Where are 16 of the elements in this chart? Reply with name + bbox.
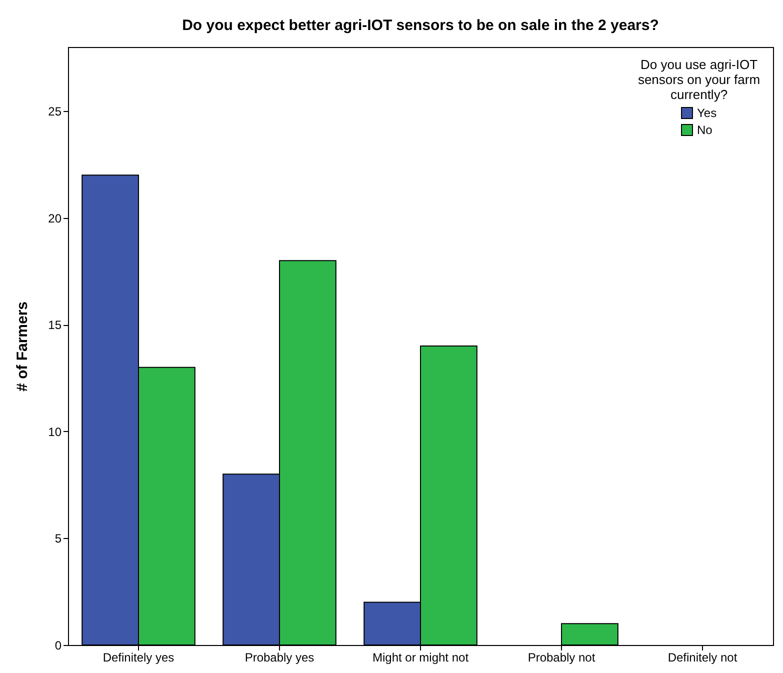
x-tick-label: Definitely yes <box>102 650 174 664</box>
y-tick-label: 20 <box>48 211 62 226</box>
x-tick-label: Definitely not <box>668 650 738 664</box>
x-tick-label: Probably yes <box>244 650 314 664</box>
x-tick-label: Might or might not <box>372 650 470 664</box>
x-tick-label: Probably not <box>528 650 596 664</box>
chart-title: Do you expect better agri-IOT sensors to be on sale in the 2 years? <box>182 17 659 34</box>
y-tick-label: 0 <box>54 638 62 652</box>
y-axis-title: # of Farmers <box>14 301 32 392</box>
y-tick-label: 15 <box>48 318 62 332</box>
legend-label: Yes <box>697 106 717 120</box>
y-tick-label: 5 <box>54 532 62 546</box>
y-tick-label: 10 <box>48 424 62 439</box>
legend-title: Do you use agri-IOT sensors on your farm currently? <box>638 57 760 102</box>
legend-label: No <box>697 123 713 137</box>
y-tick-label: 25 <box>48 104 62 119</box>
